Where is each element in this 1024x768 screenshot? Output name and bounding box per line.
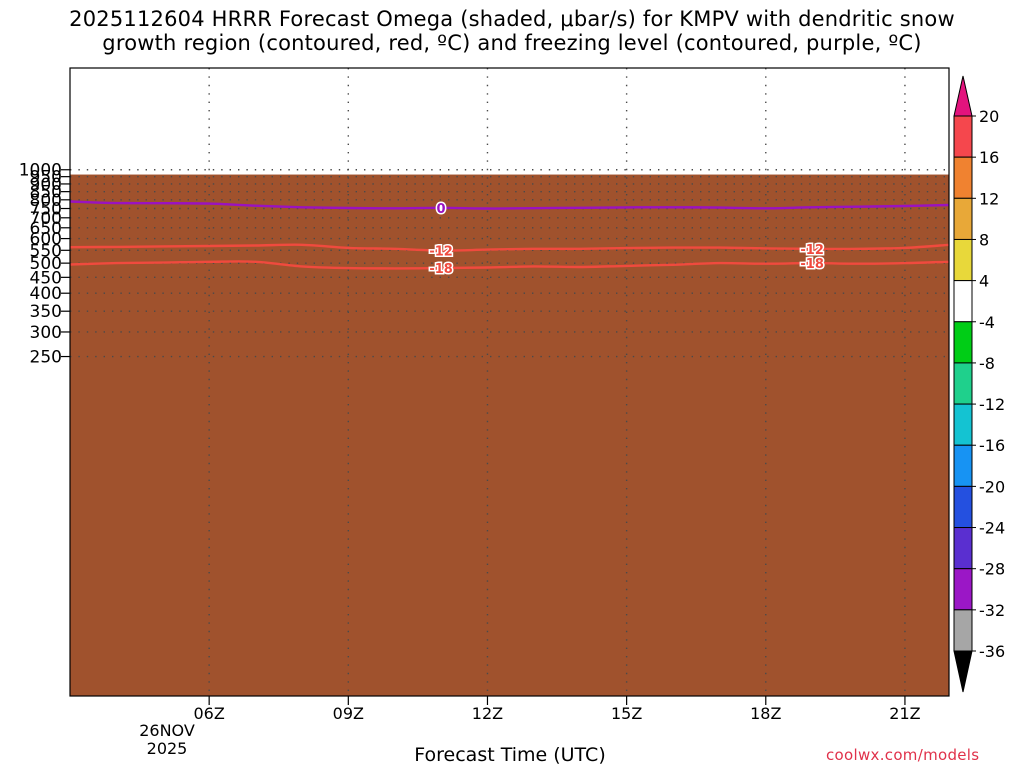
- y-tick-label: 550: [30, 241, 62, 261]
- colorbar-label: -32: [979, 601, 1005, 620]
- contour-line: [70, 243, 949, 252]
- x-tick-label: 09Z: [333, 704, 364, 723]
- y-tick-label: 700: [30, 209, 62, 229]
- colorbar-label: -24: [979, 519, 1005, 538]
- colorbar-label: -28: [979, 560, 1005, 579]
- y-axis: 250 3003504004505005506006507007508008509…: [19, 161, 70, 368]
- colorbar-label: 12: [979, 189, 999, 208]
- colorbar-label: 8: [979, 230, 989, 249]
- colorbar-label: -4: [979, 313, 995, 332]
- x-axis: 26NOV 2025 06Z 09Z 12Z 15Z 18Z 21Z: [139, 696, 921, 758]
- contour-line: [70, 200, 949, 210]
- y-tick-label: 950: [30, 168, 62, 188]
- colorbar-under-arrow: [953, 650, 973, 693]
- y-tick-label: 800: [30, 191, 62, 211]
- x-axis-label: Forecast Time (UTC): [414, 744, 606, 766]
- y-tick-label: 400: [30, 284, 62, 304]
- x-tick-label: 18Z: [750, 704, 781, 723]
- source-credit: coolwx.com/models: [826, 746, 980, 764]
- x-tick-label: 15Z: [611, 704, 642, 723]
- y-tick-label: 500: [30, 254, 62, 274]
- contour-label: -18: [429, 262, 453, 277]
- y-tick-label: 600: [30, 230, 62, 250]
- contour-line: [70, 260, 949, 270]
- x-tick-label: 21Z: [889, 704, 920, 723]
- x-tick-label: 06Z: [193, 704, 224, 723]
- colorbar-bin: [953, 321, 973, 364]
- colorbar-label: -12: [979, 395, 1005, 414]
- chart-title-line-2: growth region (contoured, red, ºC) and f…: [102, 31, 922, 55]
- y-tick-label: 450: [30, 268, 62, 288]
- colorbar-label: -8: [979, 354, 995, 373]
- y-tick-label: 250: [30, 348, 62, 368]
- colorbar-bin: [953, 403, 973, 446]
- contour-label: -12: [800, 243, 824, 258]
- colorbar-label: -16: [979, 436, 1005, 455]
- colorbar-bin: [953, 280, 973, 323]
- colorbar-bin: [953, 115, 973, 158]
- colorbar-bin: [953, 527, 973, 570]
- y-tick-label: 350: [30, 302, 62, 322]
- colorbar-bin: [953, 238, 973, 282]
- contour-label: 0: [437, 202, 446, 217]
- colorbar-over-arrow: [953, 75, 973, 117]
- colorbar-label: -36: [979, 642, 1005, 661]
- contour-label: -12: [429, 245, 453, 260]
- colorbar-bin: [953, 444, 973, 487]
- colorbar-label: 4: [979, 272, 989, 291]
- y-tick-label: 850: [30, 183, 62, 203]
- x-date-label-day: 26NOV: [139, 721, 195, 740]
- colorbar-bin: [953, 609, 973, 652]
- chart-title-line-1: 2025112604 HRRR Forecast Omega (shaded, …: [69, 7, 955, 31]
- colorbar-label: 20: [979, 107, 999, 126]
- colorbar-bin: [953, 362, 973, 405]
- colorbar-bin: [953, 156, 973, 199]
- colorbar-bin: [953, 197, 973, 240]
- y-tick-label: 650: [30, 219, 62, 239]
- colorbar: 20 16 12 8 4 -4 -8 -12 -16 -20 -24 -28 -32 -36: [953, 75, 1005, 693]
- y-tick-label: 300: [30, 323, 62, 343]
- colorbar-bin: [953, 568, 973, 611]
- temperature-contours: -18 -18-12 -120: [70, 200, 949, 279]
- x-tick-label: 12Z: [472, 704, 503, 723]
- plot-frame: [69, 67, 950, 697]
- contour-label: -18: [800, 257, 824, 272]
- colorbar-label: -20: [979, 477, 1005, 496]
- y-tick-label: 1000: [19, 161, 62, 181]
- y-tick-label: 750: [30, 200, 62, 220]
- x-date-label-year: 2025: [147, 739, 188, 758]
- colorbar-bin: [953, 485, 973, 529]
- y-tick-label: 900: [30, 175, 62, 195]
- colorbar-label: 16: [979, 148, 999, 167]
